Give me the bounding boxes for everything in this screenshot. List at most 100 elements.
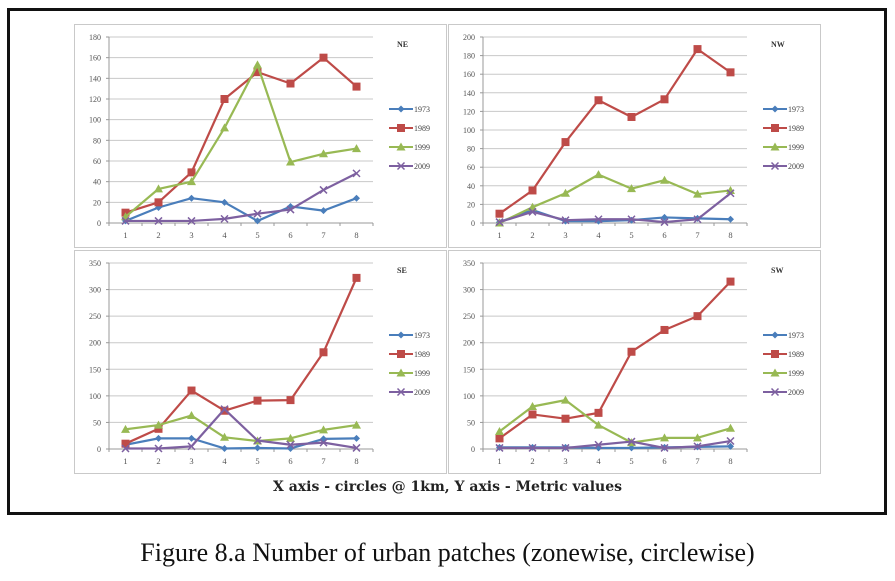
data-point-1973 (155, 434, 162, 442)
data-point-1999 (286, 433, 295, 442)
y-tick-label: 160 (89, 54, 101, 63)
chart-svg-nw: 0 20 40 60 80 100 120 140 160 180 200 1 2 3 4 5 6 7 8 NW 197… (463, 33, 804, 240)
series-line-1999 (498, 399, 731, 444)
legend-marker (771, 105, 779, 113)
data-point-2009 (319, 185, 328, 194)
data-point-1973 (353, 434, 360, 442)
x-tick-label: 8 (354, 456, 358, 466)
data-point-1989 (693, 312, 702, 321)
legend-label: 1989 (788, 124, 804, 133)
x-tick-label: 1 (123, 456, 127, 466)
y-tick-label: 40 (93, 178, 101, 187)
legend-marker (397, 124, 405, 132)
y-tick-label: 0 (97, 219, 101, 228)
series-2009 (121, 405, 361, 453)
data-point-2009 (495, 443, 504, 452)
series-line-1999 (124, 63, 357, 218)
series-1989 (121, 53, 361, 217)
legend-item-1999: 1999 (763, 142, 804, 152)
x-tick-label: 5 (629, 230, 633, 240)
y-tick-label: 60 (93, 157, 101, 166)
series-1989 (495, 45, 735, 218)
data-point-2009 (220, 405, 229, 414)
y-tick-label: 300 (463, 286, 475, 295)
legend-label: 1989 (414, 124, 430, 133)
data-point-1989 (660, 325, 669, 334)
chart-svg-sw: 0 50 100 150 200 250 300 350 1 2 3 4 5 6 7 8 SW 1973 1989 1… (463, 259, 804, 466)
y-tick-label: 350 (89, 259, 101, 268)
x-tick-label: 4 (596, 456, 601, 466)
data-point-1989 (253, 396, 262, 405)
data-point-1999 (693, 189, 702, 198)
series-2009 (495, 436, 735, 452)
data-point-1989 (286, 79, 295, 88)
x-tick-label: 6 (662, 456, 666, 466)
y-tick-label: 180 (89, 33, 101, 42)
legend-label: 1999 (414, 369, 430, 378)
y-tick-label: 80 (467, 145, 475, 154)
y-tick-label: 20 (93, 198, 101, 207)
data-point-1999 (561, 188, 570, 197)
data-point-1973 (254, 217, 261, 225)
series-line-1989 (498, 280, 732, 440)
y-tick-label: 50 (93, 418, 101, 427)
series-1999 (121, 60, 361, 221)
axis-caption: X axis - circles @ 1km, Y axis - Metric … (272, 479, 622, 495)
series-line-1973 (125, 197, 357, 223)
legend-marker (771, 331, 779, 339)
data-point-1999 (660, 175, 669, 184)
data-point-2009 (121, 216, 130, 225)
x-tick-label: 6 (662, 230, 666, 240)
data-point-2009 (726, 189, 735, 198)
legend-marker (397, 331, 405, 339)
legend-label: 1999 (788, 143, 804, 152)
figure-caption: Figure 8.a Number of urban patches (zone… (140, 538, 755, 567)
data-point-1999 (319, 149, 328, 158)
data-point-2009 (693, 442, 702, 451)
series-line-1989 (125, 56, 358, 214)
y-tick-label: 100 (89, 392, 101, 401)
x-tick-label: 3 (563, 230, 567, 240)
x-tick-label: 8 (354, 230, 358, 240)
series-line-2009 (125, 408, 357, 450)
data-point-1999 (154, 184, 163, 193)
data-point-1999 (253, 60, 262, 69)
y-tick-label: 50 (467, 418, 475, 427)
legend-item-1999: 1999 (389, 142, 430, 152)
series-1999 (495, 395, 735, 447)
x-tick-label: 4 (222, 230, 227, 240)
data-point-1973 (595, 444, 602, 452)
chart-svg-se: 0 50 100 150 200 250 300 350 1 2 3 4 5 6 7 8 SE 1973 1989 1… (89, 259, 430, 466)
data-point-1989 (495, 434, 504, 443)
x-tick-label: 2 (530, 230, 534, 240)
data-point-1999 (121, 424, 130, 433)
data-point-1973 (188, 194, 195, 202)
data-point-1999 (352, 420, 361, 429)
series-line-1989 (498, 47, 732, 215)
legend-item-1999: 1999 (763, 368, 804, 378)
data-point-1989 (594, 408, 603, 417)
data-point-1999 (693, 433, 702, 442)
series-1989 (121, 273, 361, 448)
series-line-1999 (499, 173, 731, 224)
y-tick-label: 40 (467, 182, 475, 191)
y-tick-label: 350 (463, 259, 475, 268)
series-line-1973 (499, 208, 731, 224)
data-point-1999 (319, 425, 328, 434)
series-line-1989 (125, 277, 358, 445)
y-tick-label: 80 (93, 136, 101, 145)
data-point-1989 (726, 68, 735, 77)
legend-marker (770, 142, 780, 151)
data-point-2009 (121, 444, 130, 453)
x-tick-label: 5 (255, 230, 259, 240)
legend-label: 1973 (414, 331, 430, 340)
x-tick-label: 8 (728, 230, 732, 240)
x-tick-label: 7 (321, 230, 325, 240)
data-point-1989 (528, 186, 537, 195)
data-point-2009 (220, 214, 229, 223)
chart-panel-nw: 0 20 40 60 80 100 120 140 160 180 200 1 2 3 4 5 6 7 8 NW 197… (448, 24, 821, 248)
series-line-2009 (125, 172, 357, 223)
legend-label: 1989 (414, 350, 430, 359)
legend-item-1989: 1989 (389, 350, 430, 359)
y-tick-label: 150 (89, 365, 101, 374)
